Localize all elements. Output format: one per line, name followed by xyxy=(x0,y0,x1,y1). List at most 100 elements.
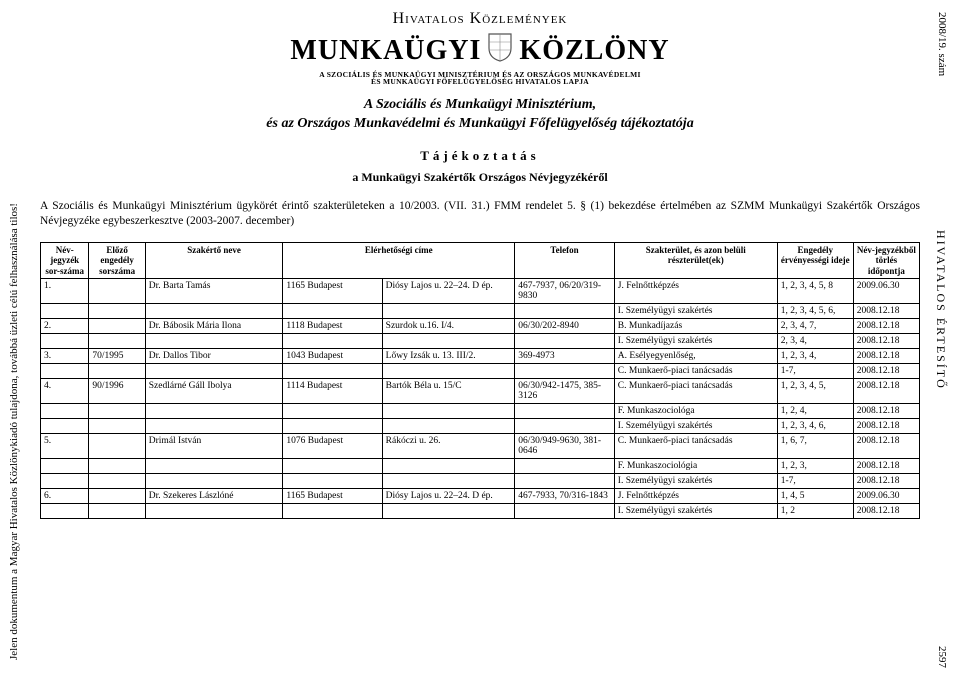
table-cell: 06/30/949-9630, 381-0646 xyxy=(515,433,615,458)
table-header-row: Név-jegyzék sor-száma Előző engedély sor… xyxy=(41,242,920,278)
table-cell xyxy=(89,278,145,303)
table-cell: C. Munkaerő-piaci tanácsadás xyxy=(614,433,777,458)
table-cell: 06/30/202-8940 xyxy=(515,318,615,333)
table-cell: 2008.12.18 xyxy=(853,433,919,458)
table-cell xyxy=(283,473,382,488)
table-cell: F. Munkaszociológa xyxy=(614,403,777,418)
registry-table: Név-jegyzék sor-száma Előző engedély sor… xyxy=(40,242,920,519)
table-cell: 2008.12.18 xyxy=(853,333,919,348)
side-note-left: Jelen dokumentum a Magyar Hivatalos Közl… xyxy=(8,20,26,660)
table-cell: Dr. Bábosik Mária Ilona xyxy=(145,318,283,333)
table-cell xyxy=(515,503,615,518)
table-cell: 2008.12.18 xyxy=(853,473,919,488)
table-cell: 1114 Budapest xyxy=(283,378,382,403)
notice-title: Tájékoztatás xyxy=(40,148,920,164)
table-row: 1.Dr. Barta Tamás1165 BudapestDiósy Lajo… xyxy=(41,278,920,303)
table-cell: 90/1996 xyxy=(89,378,145,403)
table-cell: 1, 2, 3, xyxy=(777,458,853,473)
table-cell xyxy=(41,503,89,518)
th-area: Szakterület, és azon belüli részterület(… xyxy=(614,242,777,278)
table-cell: 5. xyxy=(41,433,89,458)
table-cell: F. Munkaszociológia xyxy=(614,458,777,473)
table-cell: 1-7, xyxy=(777,363,853,378)
table-cell: 6. xyxy=(41,488,89,503)
table-cell: 1, 2, 3, 4, 5, 8 xyxy=(777,278,853,303)
table-cell xyxy=(89,488,145,503)
table-row: I. Személyügyi szakértés2, 3, 4,2008.12.… xyxy=(41,333,920,348)
th-seq: Név-jegyzék sor-száma xyxy=(41,242,89,278)
table-cell xyxy=(515,458,615,473)
table-cell: 2008.12.18 xyxy=(853,403,919,418)
subtitle-line-1: A Szociális és Munkaügyi Minisztérium, xyxy=(40,96,920,115)
table-cell: 2008.12.18 xyxy=(853,303,919,318)
table-cell: J. Felnőttképzés xyxy=(614,278,777,303)
table-cell xyxy=(382,503,515,518)
subtitle-block: A Szociális és Munkaügyi Minisztérium, é… xyxy=(40,96,920,134)
table-cell xyxy=(145,333,283,348)
table-cell: 1, 2, 3, 4, xyxy=(777,348,853,363)
table-cell: 1043 Budapest xyxy=(283,348,382,363)
table-cell xyxy=(382,333,515,348)
table-cell: J. Felnőttképzés xyxy=(614,488,777,503)
table-cell xyxy=(145,473,283,488)
table-cell: B. Munkadíjazás xyxy=(614,318,777,333)
table-row: I. Személyügyi szakértés1-7,2008.12.18 xyxy=(41,473,920,488)
table-cell: 2008.12.18 xyxy=(853,378,919,403)
table-cell xyxy=(283,363,382,378)
table-cell xyxy=(145,403,283,418)
side-page-number: 2597 xyxy=(936,646,948,668)
th-del: Név-jegyzékből törlés időpontja xyxy=(853,242,919,278)
table-cell xyxy=(283,403,382,418)
table-cell: A. Esélyegyenlőség, xyxy=(614,348,777,363)
table-row: 2.Dr. Bábosik Mária Ilona1118 BudapestSz… xyxy=(41,318,920,333)
table-cell: Diósy Lajos u. 22–24. D ép. xyxy=(382,488,515,503)
intro-paragraph: A Szociális és Munkaügyi Minisztérium üg… xyxy=(40,199,920,230)
table-cell: C. Munkaerő-piaci tanácsadás xyxy=(614,378,777,403)
table-cell: I. Személyügyi szakértés xyxy=(614,503,777,518)
table-cell: Bartók Béla u. 15/C xyxy=(382,378,515,403)
table-cell xyxy=(283,418,382,433)
table-cell xyxy=(382,418,515,433)
table-cell xyxy=(145,363,283,378)
table-cell: 2008.12.18 xyxy=(853,503,919,518)
table-cell xyxy=(283,458,382,473)
table-cell: 1, 2, 3, 4, 6, xyxy=(777,418,853,433)
table-cell: 2008.12.18 xyxy=(853,318,919,333)
table-cell xyxy=(283,303,382,318)
table-cell xyxy=(515,473,615,488)
table-cell: Lőwy Izsák u. 13. III/2. xyxy=(382,348,515,363)
table-cell: I. Személyügyi szakértés xyxy=(614,418,777,433)
subtitle-line-2: és az Országos Munkavédelmi és Munkaügyi… xyxy=(40,115,920,134)
th-phone: Telefon xyxy=(515,242,615,278)
table-cell: 2, 3, 4, xyxy=(777,333,853,348)
table-cell: 2008.12.18 xyxy=(853,458,919,473)
table-row: I. Személyügyi szakértés1, 2, 3, 4, 5, 6… xyxy=(41,303,920,318)
logo-word-left: MUNKAÜGYI xyxy=(290,35,481,67)
table-row: 6.Dr. Szekeres Lászlóné1165 BudapestDiós… xyxy=(41,488,920,503)
table-cell xyxy=(41,458,89,473)
table-row: 3.70/1995Dr. Dallos Tibor1043 BudapestLő… xyxy=(41,348,920,363)
th-addr: Elérhetőségi címe xyxy=(283,242,515,278)
table-cell: 06/30/942-1475, 385-3126 xyxy=(515,378,615,403)
table-cell xyxy=(89,303,145,318)
table-cell: 2008.12.18 xyxy=(853,348,919,363)
table-cell: 3. xyxy=(41,348,89,363)
side-issue-number: 2008/19. szám xyxy=(936,12,948,76)
table-cell xyxy=(382,363,515,378)
table-cell xyxy=(89,318,145,333)
table-cell xyxy=(382,473,515,488)
table-cell: 1, 2, 4, xyxy=(777,403,853,418)
table-row: 4.90/1996Szedlárné Gáll Ibolya1114 Budap… xyxy=(41,378,920,403)
table-cell xyxy=(41,333,89,348)
logo-row: MUNKAÜGYI KÖZLÖNY xyxy=(40,32,920,70)
table-cell: 369-4973 xyxy=(515,348,615,363)
table-cell xyxy=(515,333,615,348)
th-name: Szakértő neve xyxy=(145,242,283,278)
table-cell xyxy=(89,433,145,458)
table-cell: 467-7937, 06/20/319-9830 xyxy=(515,278,615,303)
table-cell: 1118 Budapest xyxy=(283,318,382,333)
table-cell xyxy=(515,418,615,433)
side-journal-name: HIVATALOS ÉRTESÍTŐ xyxy=(933,230,948,390)
table-cell: 70/1995 xyxy=(89,348,145,363)
table-cell xyxy=(515,363,615,378)
